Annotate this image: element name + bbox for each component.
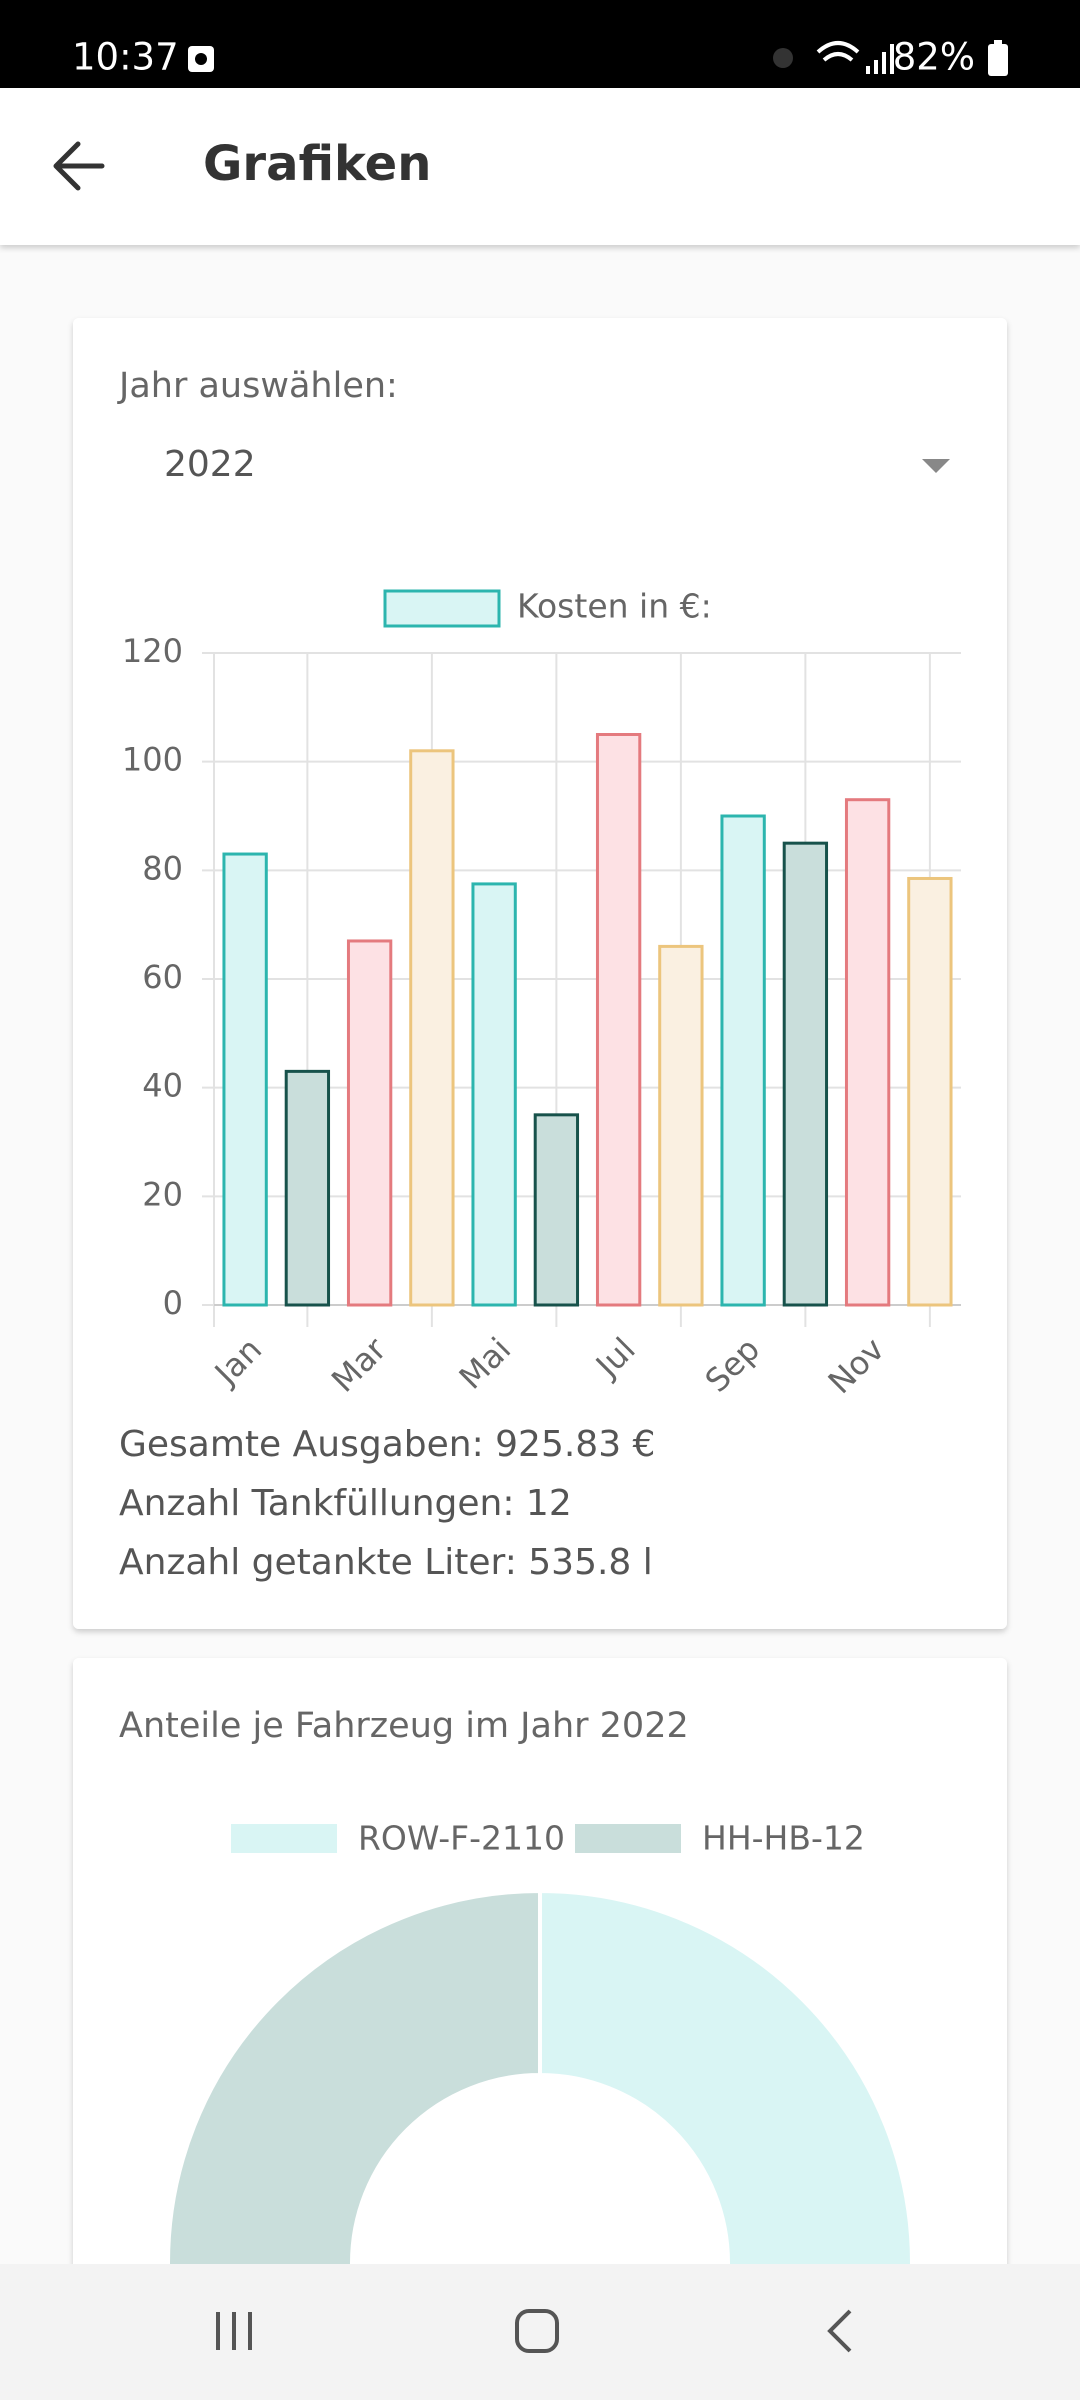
legend-label: Kosten in €: xyxy=(517,587,712,626)
battery-icon xyxy=(988,44,1008,76)
stat-text: Gesamte Ausgaben: 925.83 € xyxy=(119,1424,655,1465)
legend-label: ROW-F-2110 xyxy=(358,1819,565,1858)
dropdown-arrow[interactable] xyxy=(922,459,950,473)
y-tick-label: 40 xyxy=(142,1067,183,1105)
bar xyxy=(782,841,829,1307)
doughnut-slice xyxy=(166,1888,542,2264)
app-bar xyxy=(0,88,1080,245)
status-bar xyxy=(0,0,1080,88)
doughnut-slice xyxy=(538,1888,914,2264)
bar xyxy=(844,798,891,1307)
status-icon xyxy=(195,53,207,65)
bar xyxy=(595,733,642,1307)
bar xyxy=(720,814,766,1307)
legend-swatch xyxy=(575,1824,681,1853)
nav-recents[interactable] xyxy=(216,2312,252,2350)
battery-icon xyxy=(994,40,1002,45)
bar xyxy=(222,852,268,1307)
legend-swatch xyxy=(383,589,501,628)
status-time: 10:37 xyxy=(72,36,179,79)
legend-swatch xyxy=(231,1824,337,1853)
wifi-icon xyxy=(816,41,860,62)
app-bar-title: Grafiken xyxy=(203,136,431,192)
bar xyxy=(533,1113,580,1307)
signal-icon xyxy=(866,44,894,74)
status-battery: 82% xyxy=(893,36,975,79)
stat-text: Anzahl Tankfüllungen: 12 xyxy=(119,1483,572,1524)
bar xyxy=(409,749,455,1307)
bar xyxy=(346,939,393,1307)
y-tick-label: 60 xyxy=(142,958,183,996)
y-tick-label: 80 xyxy=(142,849,183,887)
stat-text: Anzahl getankte Liter: 535.8 l xyxy=(119,1542,653,1583)
nav-back[interactable] xyxy=(827,2309,852,2353)
y-tick-label: 20 xyxy=(142,1175,183,1213)
bar xyxy=(658,944,704,1307)
bar xyxy=(284,1069,331,1307)
doughnut-chart: ROW-F-2110 HH-HB-12 xyxy=(166,1819,914,2264)
y-tick-label: 100 xyxy=(122,741,183,779)
doughnut-title: Anteile je Fahrzeug im Jahr 2022 xyxy=(119,1706,689,1746)
y-tick-label: 120 xyxy=(122,632,183,670)
bar xyxy=(907,876,953,1307)
select-value[interactable]: 2022 xyxy=(164,444,256,485)
nav-bar xyxy=(0,2264,1080,2400)
legend-label: HH-HB-12 xyxy=(702,1819,865,1858)
nav-home[interactable] xyxy=(515,2309,559,2353)
y-tick-label: 0 xyxy=(163,1284,183,1322)
select-label: Jahr auswählen: xyxy=(117,366,398,406)
status-icon xyxy=(773,48,793,68)
back-button[interactable] xyxy=(53,141,105,191)
bar xyxy=(471,882,517,1307)
